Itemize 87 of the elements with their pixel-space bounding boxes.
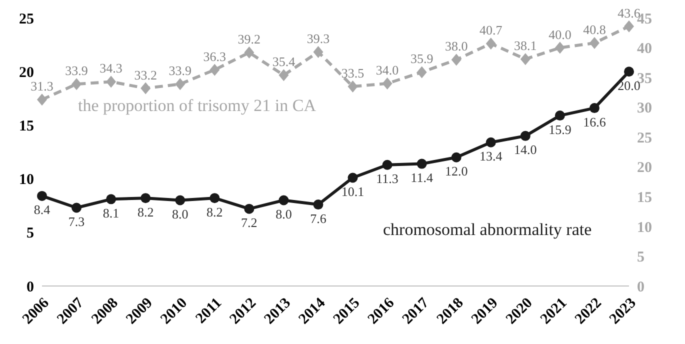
data-label: 8.4 [34, 202, 51, 218]
data-label: 34.3 [100, 60, 122, 76]
data-label: 13.4 [480, 148, 503, 164]
point [72, 78, 82, 90]
data-label: 40.7 [480, 22, 503, 38]
y-tick-label: 25 [19, 11, 34, 28]
data-label: 12.0 [444, 164, 468, 179]
point [278, 69, 289, 82]
data-label: 40.0 [548, 26, 572, 42]
data-label: 36.3 [203, 48, 226, 64]
data-label: 16.6 [583, 114, 606, 130]
point [106, 194, 116, 204]
point [589, 37, 600, 50]
point [313, 46, 324, 58]
y2-tick-label: 0 [637, 279, 644, 296]
y-tick-label: 10 [19, 172, 34, 188]
y-tick-label: 15 [19, 118, 34, 135]
data-label: 33.2 [134, 67, 157, 82]
y2-tick-label: 15 [637, 190, 652, 206]
point [520, 53, 530, 66]
point [244, 46, 254, 59]
point [382, 160, 392, 170]
point [624, 66, 634, 77]
data-label: 39.2 [238, 32, 261, 47]
point [416, 158, 427, 169]
data-label: 39.3 [306, 30, 330, 46]
y2-tick-label: 30 [637, 100, 652, 117]
data-label: 8.1 [102, 205, 120, 220]
point [451, 152, 462, 162]
point [72, 202, 82, 213]
point [210, 64, 220, 76]
point [416, 66, 427, 78]
point [175, 195, 186, 206]
data-label: 8.0 [172, 206, 188, 222]
point [554, 42, 565, 54]
y2-tick-label: 20 [637, 160, 652, 176]
point [486, 38, 496, 50]
point [624, 20, 634, 32]
data-label: 8.2 [137, 204, 154, 220]
data-label: 34.0 [376, 62, 399, 78]
data-label: 11.4 [410, 170, 434, 186]
data-label: 33.5 [341, 65, 364, 80]
point [244, 204, 254, 214]
y-tick-label: 0 [26, 279, 34, 296]
data-label: 35.9 [410, 51, 434, 66]
data-label: 38.1 [514, 38, 537, 54]
point [520, 130, 530, 141]
point [278, 195, 289, 206]
point [486, 137, 496, 148]
point [382, 78, 392, 90]
point [37, 94, 47, 106]
point [175, 78, 186, 90]
point [106, 76, 116, 88]
data-label: 33.9 [168, 63, 192, 78]
data-label: 7.3 [68, 214, 85, 229]
data-label: 40.8 [583, 22, 606, 38]
data-label: 31.3 [30, 78, 54, 94]
point [451, 54, 462, 66]
data-label: 14.0 [514, 142, 537, 158]
data-label: 33.9 [65, 63, 88, 78]
point [348, 80, 358, 92]
data-label: 7.2 [241, 215, 258, 230]
point [37, 190, 47, 201]
data-label: 11.3 [376, 171, 398, 186]
point [348, 172, 358, 183]
data-label: 38.0 [444, 38, 468, 54]
series-label: the proportion of trisomy 21 in CA [78, 96, 316, 116]
data-label: 8.2 [206, 204, 223, 220]
point [589, 103, 600, 114]
y2-tick-label: 40 [637, 41, 652, 58]
point [210, 193, 220, 204]
y2-tick-label: 10 [637, 220, 652, 236]
point [140, 193, 151, 204]
point [313, 200, 324, 210]
data-label: 10.1 [341, 184, 364, 199]
x-tick-label: 2011 [193, 295, 226, 327]
point [140, 82, 151, 94]
y-tick-label: 5 [26, 226, 34, 242]
data-label: 15.9 [548, 122, 572, 137]
point [554, 110, 565, 121]
data-label: 8.0 [276, 206, 292, 222]
y2-tick-label: 25 [637, 130, 652, 146]
y2-tick-label: 5 [637, 250, 644, 266]
y-tick-label: 20 [19, 64, 34, 81]
data-label: 35.4 [272, 54, 296, 70]
data-label: 7.6 [310, 210, 327, 226]
text: chromosomal abnormality rate [383, 220, 592, 240]
